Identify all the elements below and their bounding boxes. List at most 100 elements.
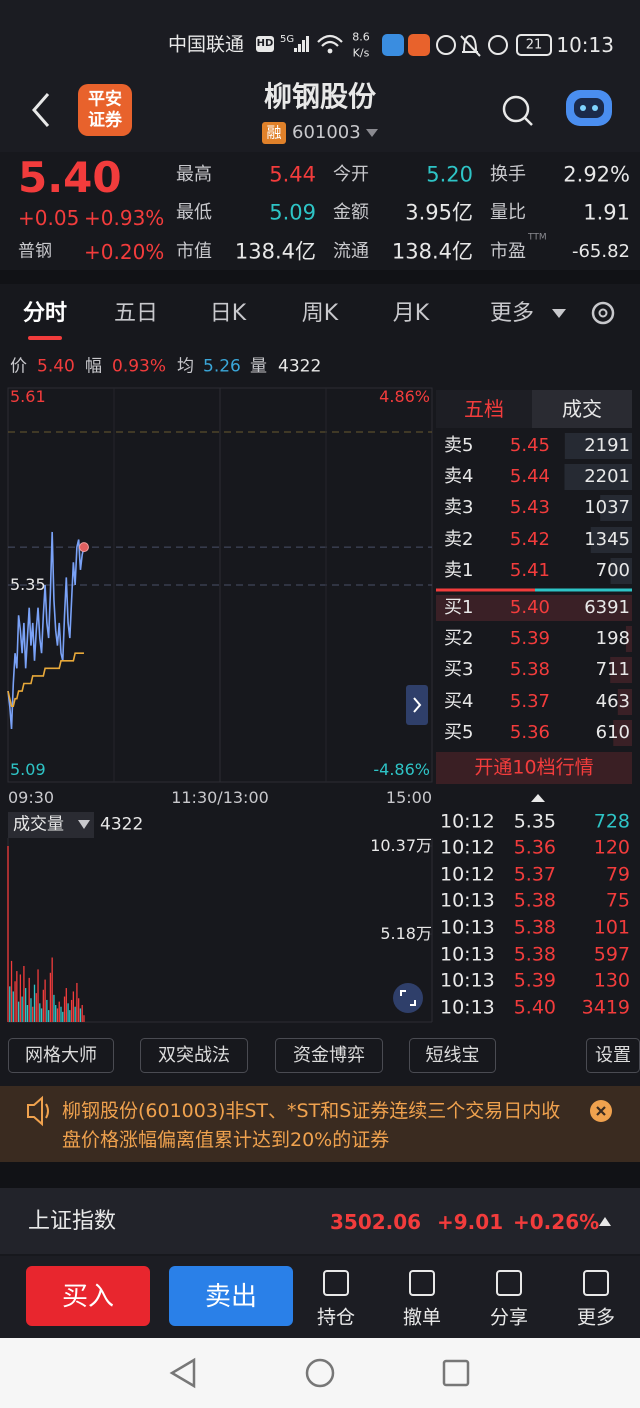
book-level: 买2 [444, 628, 474, 649]
book-volume: 1037 [584, 497, 630, 518]
volume-bar [35, 993, 37, 1022]
action-label[interactable]: 撤单 [402, 1306, 442, 1329]
code-dropdown[interactable] [366, 129, 378, 137]
book-level: 卖4 [444, 466, 474, 487]
tool-button[interactable] [409, 1038, 496, 1073]
sell-label[interactable]: 卖出 [204, 1282, 258, 1312]
tool-button[interactable] [140, 1038, 248, 1073]
book-price: 5.45 [509, 435, 550, 456]
book-volume: 2191 [584, 435, 630, 456]
period-tab[interactable]: 五日 [113, 301, 159, 326]
volume-depth-bar [564, 433, 632, 459]
tool-button[interactable] [8, 1038, 114, 1073]
period-tab[interactable]: 周K [301, 301, 339, 326]
tool-label[interactable]: 双突战法 [158, 1045, 230, 1066]
book-level: 卖5 [444, 435, 474, 456]
tool-label[interactable]: 设置 [595, 1045, 631, 1066]
volume-bar [17, 1001, 20, 1022]
tool-button[interactable] [275, 1038, 383, 1073]
margin-tag: 融 [266, 123, 282, 142]
volume-bar [76, 982, 78, 1022]
sell-button[interactable] [169, 1266, 293, 1326]
action-label[interactable]: 持仓 [316, 1306, 356, 1329]
book-tab-bg[interactable] [436, 390, 532, 428]
notice-bg [0, 1086, 640, 1162]
close-x [596, 1106, 606, 1116]
book-price: 5.40 [509, 597, 550, 618]
search-button[interactable] [502, 95, 530, 123]
back-button[interactable] [32, 93, 50, 127]
volume-bar [21, 996, 23, 1022]
trade-price: 5.35 [513, 810, 556, 833]
info-value: 5.26 [203, 356, 241, 377]
book-tab[interactable]: 成交 [562, 397, 602, 421]
fullscreen-button[interactable] [393, 983, 423, 1013]
action-icon[interactable] [409, 1270, 435, 1296]
trade-price: 5.39 [513, 969, 556, 992]
trade-volume: 728 [593, 810, 630, 833]
volume-depth-bar [436, 595, 632, 621]
volume-depth-bar [590, 527, 632, 553]
info-label: 幅 [85, 356, 102, 377]
trade-time: 10:13 [440, 943, 495, 966]
book-price: 5.38 [509, 659, 550, 680]
price-series-line [7, 652, 84, 708]
fullscreen-icon [400, 990, 416, 1006]
volume-bar [16, 971, 18, 1022]
app-icon [382, 34, 404, 56]
upgrade-button[interactable]: 开通10档行情 [474, 756, 594, 779]
last-price: 5.40 [18, 153, 122, 202]
book-tab-bg[interactable] [532, 390, 632, 428]
nav-home[interactable] [305, 1358, 335, 1388]
index-value: 3502.06 [330, 1210, 422, 1234]
upgrade-button-bg[interactable] [436, 752, 632, 784]
tool-label[interactable]: 资金博弈 [293, 1045, 365, 1066]
assistant-eye [580, 105, 586, 111]
y-tick-label: 5.61 [10, 387, 46, 406]
index-toggle[interactable] [599, 1217, 611, 1226]
volume-bar [7, 846, 9, 1022]
action-label[interactable]: 更多 [576, 1306, 616, 1329]
nav-back[interactable] [169, 1357, 196, 1389]
volume-bar [19, 974, 22, 1022]
broker-logo-text: 平安 [88, 89, 122, 110]
action-label[interactable]: 分享 [489, 1306, 529, 1329]
period-tab[interactable]: 分时 [22, 301, 68, 326]
book-price: 5.36 [509, 722, 550, 743]
settings-button[interactable] [591, 301, 615, 325]
volume-depth-bar [600, 495, 632, 521]
book-level: 卖2 [444, 529, 474, 550]
book-price: 5.41 [509, 560, 550, 581]
action-icon[interactable] [323, 1270, 349, 1296]
info-value: 0.93% [112, 356, 167, 377]
action-icon[interactable] [583, 1270, 609, 1296]
nav-recent[interactable] [442, 1359, 470, 1387]
volume-bar [30, 998, 32, 1022]
period-tab[interactable]: 日K [209, 301, 247, 326]
action-icon[interactable] [496, 1270, 522, 1296]
volume-dropdown [78, 820, 90, 829]
book-volume: 711 [595, 659, 630, 680]
hd-badge [256, 36, 274, 52]
tool-label[interactable]: 短线宝 [425, 1045, 480, 1066]
trade-time: 10:13 [440, 996, 495, 1019]
stat-value: 138.4亿 [391, 239, 473, 264]
volume-bar [12, 991, 14, 1022]
scroll-up[interactable] [531, 794, 545, 802]
volume-label-bg[interactable] [8, 812, 94, 838]
buy-button[interactable] [26, 1266, 150, 1326]
margin-tag-bg [262, 122, 286, 144]
stat-label: 换手 [490, 164, 526, 185]
expand-tab[interactable] [406, 685, 428, 725]
signal-bar [306, 36, 309, 52]
buy-label[interactable]: 买入 [61, 1282, 115, 1312]
book-tab[interactable]: 五档 [464, 397, 504, 421]
wifi-icon [317, 34, 343, 47]
period-tab[interactable]: 月K [392, 301, 430, 326]
period-tab[interactable]: 更多 [489, 301, 535, 326]
stat-value: -65.82 [571, 241, 630, 262]
tool-label[interactable]: 网格大师 [25, 1045, 97, 1066]
trade-volume: 130 [593, 969, 630, 992]
info-label: 量 [250, 356, 267, 377]
